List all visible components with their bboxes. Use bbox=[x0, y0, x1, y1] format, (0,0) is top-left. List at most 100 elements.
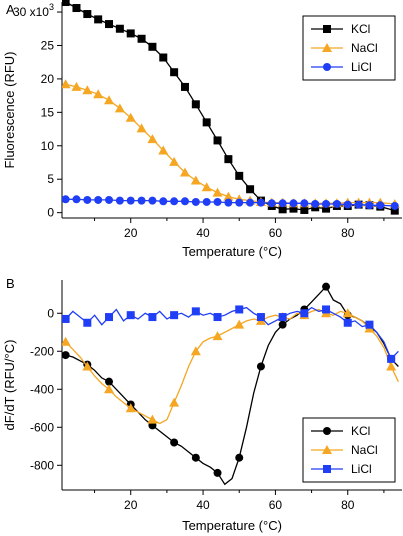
data-point bbox=[235, 305, 244, 314]
data-point bbox=[235, 198, 244, 207]
data-point bbox=[213, 468, 222, 477]
data-point bbox=[300, 199, 309, 208]
y-tick-label: -600 bbox=[30, 420, 54, 434]
legend-label: LiCl bbox=[351, 462, 372, 476]
y-axis-title: Fluorescence (RFU) bbox=[2, 51, 17, 168]
x-tick-label: 40 bbox=[196, 226, 210, 240]
data-point bbox=[170, 197, 179, 206]
x-tick-label: 80 bbox=[341, 498, 355, 512]
legend-label: NaCl bbox=[351, 41, 378, 55]
legend: KCl NaCl LiCl bbox=[302, 417, 396, 483]
data-point bbox=[104, 384, 115, 394]
data-point bbox=[170, 68, 179, 77]
data-point bbox=[82, 85, 93, 95]
y-tick-label: 0 bbox=[47, 206, 54, 220]
data-point bbox=[72, 4, 81, 13]
legend-entry-licl: LiCl bbox=[311, 60, 372, 74]
data-point bbox=[62, 0, 70, 6]
legend-label: LiCl bbox=[351, 60, 372, 74]
data-point bbox=[105, 20, 114, 29]
data-point bbox=[180, 82, 189, 91]
data-point bbox=[386, 361, 397, 371]
x-tick-label: 20 bbox=[124, 498, 138, 512]
y-multiplier-label: 30 x103 bbox=[13, 2, 54, 19]
y-tick-label: -200 bbox=[30, 344, 54, 358]
data-point bbox=[289, 199, 298, 208]
data-point bbox=[246, 198, 255, 207]
data-point bbox=[256, 362, 265, 371]
x-tick-label: 40 bbox=[196, 498, 210, 512]
y-tick-label: -400 bbox=[30, 382, 54, 396]
legend-entry-nacl: NaCl bbox=[311, 443, 378, 457]
data-point bbox=[213, 136, 222, 145]
data-point bbox=[83, 318, 92, 327]
data-point bbox=[365, 320, 374, 329]
data-point bbox=[62, 336, 71, 346]
data-point bbox=[136, 123, 147, 133]
data-point bbox=[213, 197, 222, 206]
data-point bbox=[105, 195, 114, 204]
legend-marker bbox=[323, 63, 331, 71]
y-tick-label: -800 bbox=[30, 458, 54, 472]
data-point bbox=[104, 95, 115, 105]
data-point bbox=[342, 308, 353, 318]
data-point bbox=[201, 182, 212, 192]
data-point bbox=[93, 89, 104, 99]
data-point bbox=[169, 397, 180, 407]
data-point bbox=[354, 200, 363, 209]
data-point bbox=[159, 197, 168, 206]
legend-entry-nacl: NaCl bbox=[311, 41, 378, 55]
data-point bbox=[115, 196, 124, 205]
data-point bbox=[62, 351, 70, 360]
legend-entry-licl: LiCl bbox=[311, 462, 372, 476]
legend-label: KCl bbox=[351, 424, 370, 438]
data-point bbox=[256, 313, 265, 322]
y-tick-label: 10 bbox=[41, 139, 55, 153]
data-point bbox=[191, 197, 200, 206]
data-point bbox=[289, 204, 298, 213]
data-point bbox=[62, 314, 70, 323]
data-point bbox=[62, 79, 71, 89]
x-tick-label: 20 bbox=[124, 226, 138, 240]
data-point bbox=[246, 185, 255, 194]
data-point bbox=[114, 103, 125, 113]
legend-marker bbox=[323, 427, 331, 435]
legend-marker bbox=[323, 25, 331, 33]
data-point bbox=[148, 313, 157, 322]
data-point bbox=[278, 320, 287, 329]
legend-label: NaCl bbox=[351, 443, 378, 457]
y-tick-label: 0 bbox=[47, 306, 54, 320]
data-point bbox=[147, 134, 158, 144]
data-point bbox=[387, 354, 396, 363]
data-point bbox=[212, 331, 223, 341]
x-tick-label: 60 bbox=[269, 498, 283, 512]
panel-label: B bbox=[6, 276, 15, 291]
data-point bbox=[300, 309, 309, 318]
series-line bbox=[65, 285, 399, 486]
data-point bbox=[126, 311, 135, 320]
data-point bbox=[180, 197, 189, 206]
data-point bbox=[148, 42, 157, 51]
data-point bbox=[159, 53, 168, 62]
y-tick-label: 25 bbox=[41, 38, 55, 52]
data-point bbox=[126, 196, 135, 205]
data-point bbox=[311, 199, 320, 208]
data-point bbox=[332, 199, 341, 208]
data-point bbox=[126, 29, 135, 38]
series-licl bbox=[62, 195, 399, 210]
data-point bbox=[300, 205, 309, 214]
data-point bbox=[235, 171, 244, 180]
data-point bbox=[158, 145, 169, 155]
data-point bbox=[191, 453, 200, 462]
data-point bbox=[148, 196, 157, 205]
data-point bbox=[390, 206, 399, 215]
data-point bbox=[267, 199, 276, 208]
data-point bbox=[191, 100, 200, 109]
data-point bbox=[322, 199, 331, 208]
data-point bbox=[83, 10, 92, 19]
data-point bbox=[343, 318, 352, 327]
data-point bbox=[125, 112, 136, 122]
data-point bbox=[278, 313, 287, 322]
data-point bbox=[115, 24, 124, 33]
